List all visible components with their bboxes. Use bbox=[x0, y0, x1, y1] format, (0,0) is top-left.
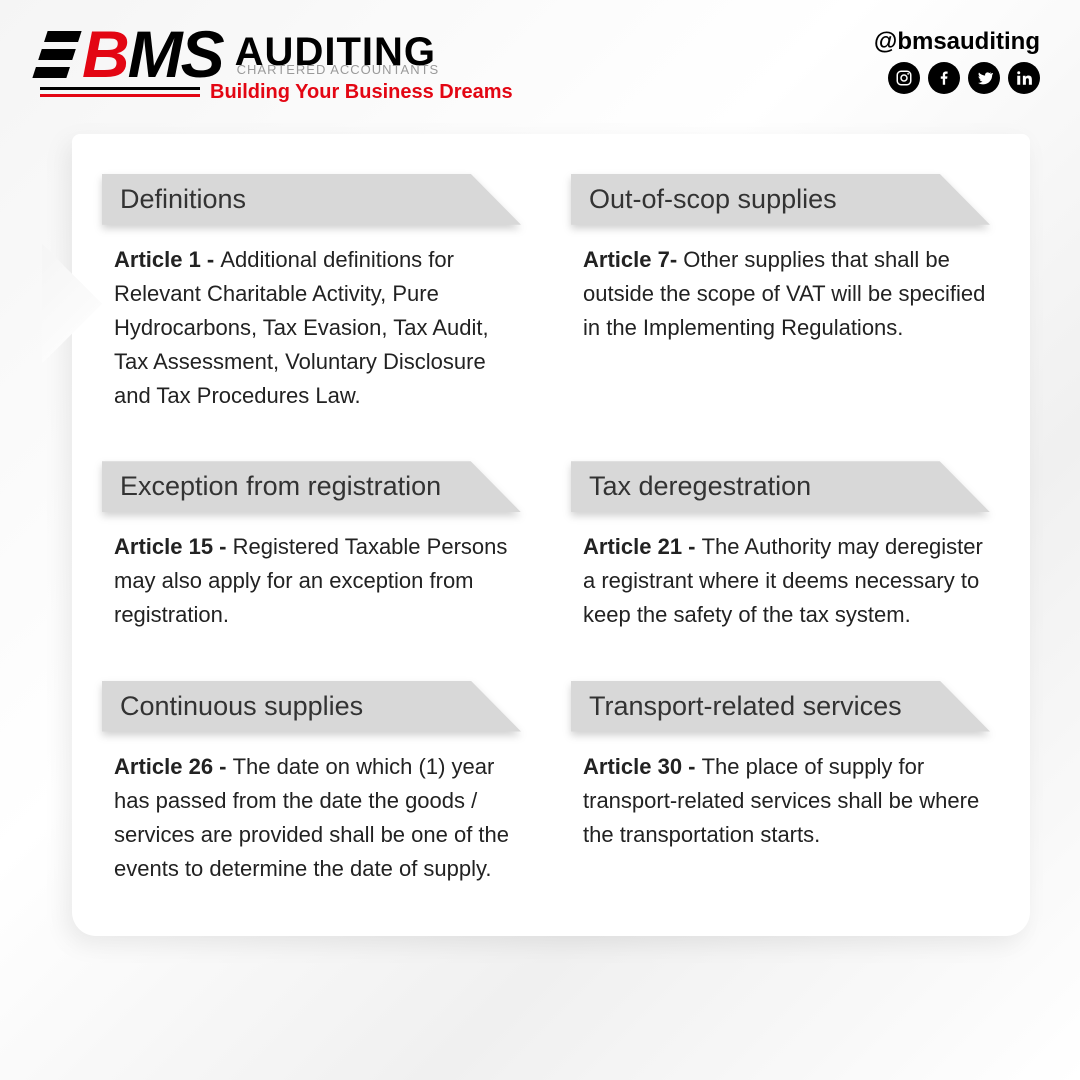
info-title: Tax deregestration bbox=[571, 461, 990, 512]
info-item: Out-of-scop supplies Article 7- Other su… bbox=[571, 174, 990, 413]
logo-bars-icon bbox=[32, 31, 81, 78]
info-title: Definitions bbox=[102, 174, 521, 225]
linkedin-icon[interactable] bbox=[1008, 62, 1040, 94]
info-body: Article 21 - The Authority may deregiste… bbox=[571, 530, 990, 632]
facebook-icon[interactable] bbox=[928, 62, 960, 94]
info-item: Definitions Article 1 - Additional defin… bbox=[102, 174, 521, 413]
info-title: Transport-related services bbox=[571, 681, 990, 732]
info-item: Transport-related services Article 30 - … bbox=[571, 681, 990, 886]
instagram-icon[interactable] bbox=[888, 62, 920, 94]
twitter-icon[interactable] bbox=[968, 62, 1000, 94]
info-body: Article 30 - The place of supply for tra… bbox=[571, 750, 990, 852]
logo: BMS AUDITING CHARTERED ACCOUNTANTS Build… bbox=[40, 28, 513, 104]
logo-subline: CHARTERED ACCOUNTANTS bbox=[237, 62, 440, 77]
header: BMS AUDITING CHARTERED ACCOUNTANTS Build… bbox=[0, 0, 1080, 114]
info-item: Tax deregestration Article 21 - The Auth… bbox=[571, 461, 990, 632]
info-title: Out-of-scop supplies bbox=[571, 174, 990, 225]
social-block: @bmsauditing bbox=[874, 28, 1040, 94]
arrow-cut-icon bbox=[42, 244, 102, 364]
info-body: Article 26 - The date on which (1) year … bbox=[102, 750, 521, 886]
info-title: Continuous supplies bbox=[102, 681, 521, 732]
info-grid: Definitions Article 1 - Additional defin… bbox=[102, 174, 990, 886]
social-handle: @bmsauditing bbox=[874, 28, 1040, 56]
info-body: Article 7- Other supplies that shall be … bbox=[571, 243, 990, 345]
info-title: Exception from registration bbox=[102, 461, 521, 512]
logo-bms: BMS bbox=[82, 28, 223, 81]
info-item: Exception from registration Article 15 -… bbox=[102, 461, 521, 632]
content-card: Definitions Article 1 - Additional defin… bbox=[72, 134, 1030, 936]
logo-underline-icon bbox=[40, 87, 200, 97]
logo-tagline: Building Your Business Dreams bbox=[210, 81, 513, 104]
info-item: Continuous supplies Article 26 - The dat… bbox=[102, 681, 521, 886]
info-body: Article 15 - Registered Taxable Persons … bbox=[102, 530, 521, 632]
info-body: Article 1 - Additional definitions for R… bbox=[102, 243, 521, 413]
